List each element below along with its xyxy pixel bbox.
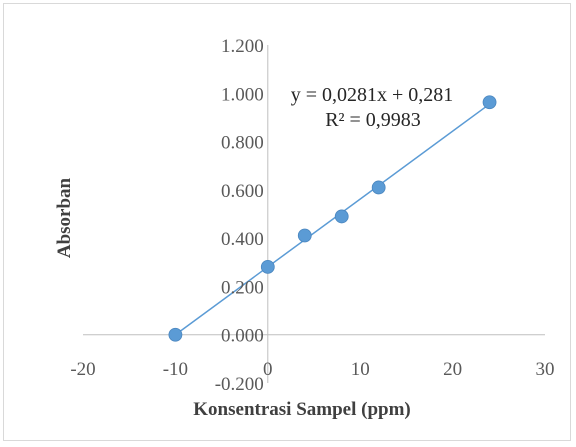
data-point [334, 209, 349, 224]
data-point [260, 259, 275, 274]
y-tick-label: -0.200 [215, 374, 264, 395]
tick-labels: -20 -10 0 10 20 30 -0.200 0.000 0.200 0.400 0.600 0… [70, 36, 554, 395]
trendline-equation: y = 0,0281x + 0,281 [291, 84, 454, 106]
x-tick-label: 30 [536, 359, 555, 380]
trendline-layer [174, 103, 491, 336]
x-tick-label: 0 [263, 359, 273, 380]
trendline-r-squared: R² = 0,9983 [325, 109, 421, 131]
data-point [168, 327, 183, 342]
x-tick-label: 20 [443, 359, 462, 380]
x-axis-title: Konsentrasi Sampel (ppm) [193, 399, 410, 420]
y-axis-title: Absorban [54, 177, 75, 258]
data-point [482, 95, 497, 110]
data-point [371, 180, 386, 195]
x-tick-label: -20 [70, 359, 95, 380]
y-tick-label: 0.400 [221, 229, 264, 250]
scatter-chart: -20 -10 0 10 20 30 -0.200 0.000 0.200 0.400 0.600 0… [54, 36, 555, 420]
axes [83, 45, 545, 383]
y-tick-label: 0.000 [221, 326, 264, 347]
y-tick-label: 1.000 [221, 84, 264, 105]
y-tick-label: 0.800 [221, 133, 264, 154]
x-tick-label: 10 [351, 359, 370, 380]
x-tick-label: -10 [163, 359, 188, 380]
y-tick-label: 0.200 [221, 277, 264, 298]
data-point [297, 228, 312, 243]
y-tick-label: 0.600 [221, 181, 264, 202]
data-points [168, 95, 497, 342]
y-tick-label: 1.200 [221, 36, 264, 57]
trendline [174, 103, 491, 336]
chart-frame: -20 -10 0 10 20 30 -0.200 0.000 0.200 0.400 0.600 0… [3, 3, 571, 441]
